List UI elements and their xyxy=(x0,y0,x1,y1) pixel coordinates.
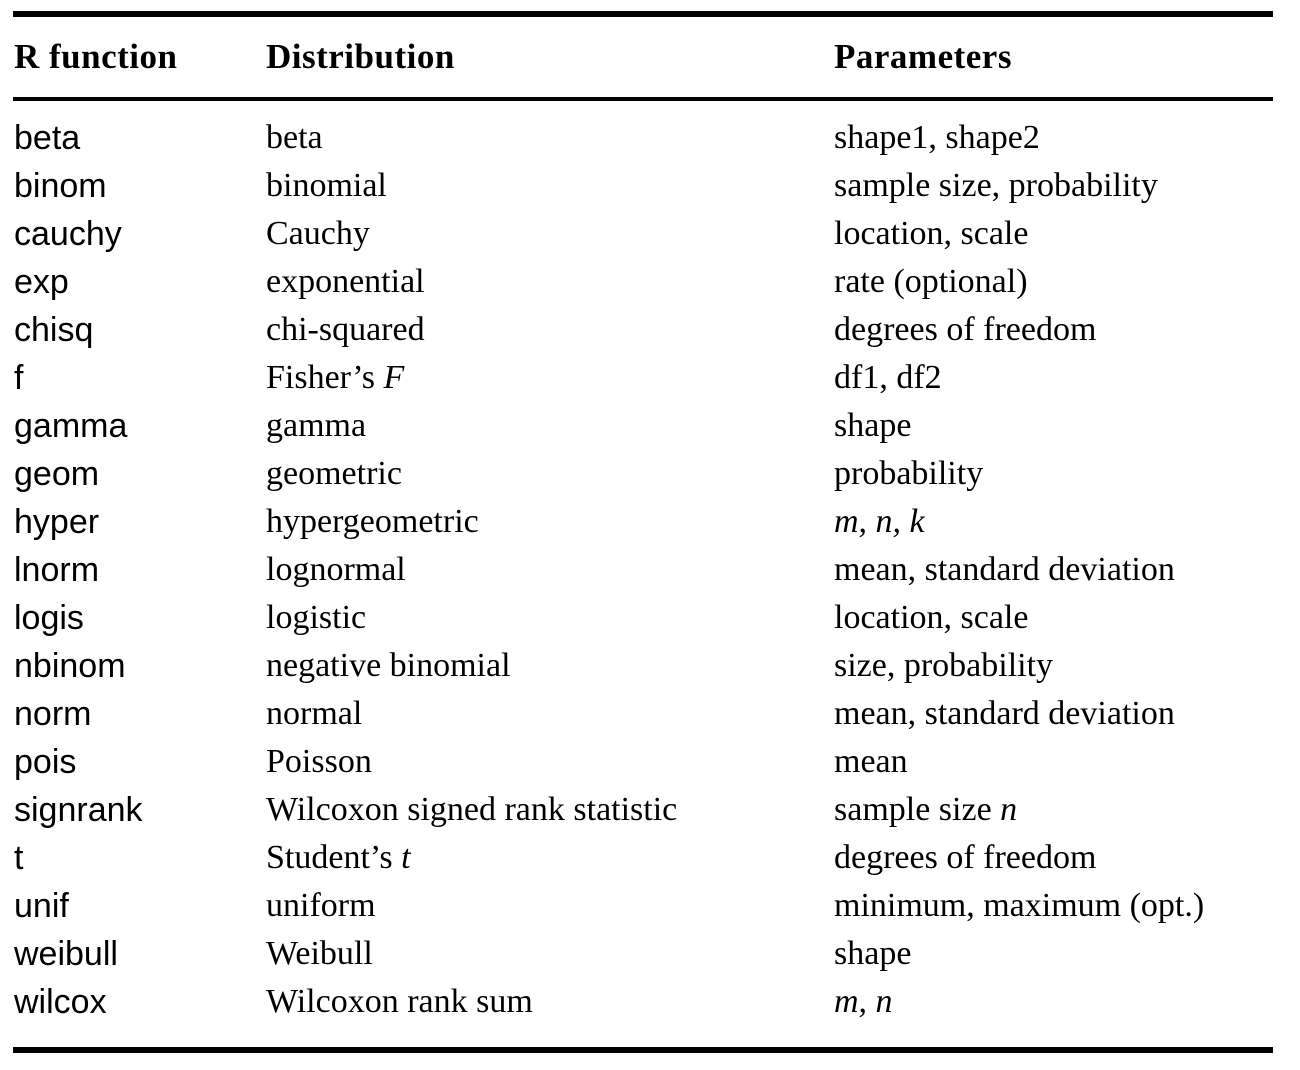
parameters-cell: shape1, shape2 xyxy=(834,119,1040,156)
table-row: lnorm lognormal mean, standard deviation xyxy=(13,546,1273,594)
parameters-cell: rate (optional) xyxy=(834,263,1028,300)
table-row: binom binomial sample size, probability xyxy=(13,162,1273,210)
table-row: beta beta shape1, shape2 xyxy=(13,114,1273,162)
parameters-cell: location, scale xyxy=(834,599,1029,636)
parameters-cell: df1, df2 xyxy=(834,359,942,396)
distribution-cell: negative binomial xyxy=(266,647,511,684)
r-function-cell: cauchy xyxy=(14,215,122,253)
table-row: wilcox Wilcoxon rank sum m, n xyxy=(13,978,1273,1026)
distribution-cell: Cauchy xyxy=(266,215,370,252)
r-function-cell: beta xyxy=(14,119,81,157)
distribution-cell: Wilcoxon rank sum xyxy=(266,983,533,1020)
parameters-cell: m, n, k xyxy=(834,503,925,540)
r-function-cell: logis xyxy=(14,599,84,637)
r-function-cell: lnorm xyxy=(14,551,100,589)
table-row: nbinom negative binomial size, probability xyxy=(13,642,1273,690)
table-rule-bottom xyxy=(13,1047,1273,1053)
parameters-cell: sample size n xyxy=(834,791,1018,828)
parameters-cell: mean xyxy=(834,743,908,780)
parameters-cell: minimum, maximum (opt.) xyxy=(834,887,1205,924)
table-row: hyper hypergeometric m, n, k xyxy=(13,498,1273,546)
distribution-cell: gamma xyxy=(266,407,367,444)
r-function-cell: weibull xyxy=(14,935,118,973)
table-row: f Fisher’s F df1, df2 xyxy=(13,354,1273,402)
r-function-cell: norm xyxy=(14,695,92,733)
distribution-cell: hypergeometric xyxy=(266,503,479,540)
parameters-cell: degrees of freedom xyxy=(834,311,1097,348)
table-row: logis logistic location, scale xyxy=(13,594,1273,642)
table-row: unif uniform minimum, maximum (opt.) xyxy=(13,882,1273,930)
r-function-cell: binom xyxy=(14,167,107,205)
distribution-cell: geometric xyxy=(266,455,402,492)
parameters-cell: mean, standard deviation xyxy=(834,551,1175,588)
r-function-cell: pois xyxy=(14,743,77,781)
table-row: signrank Wilcoxon signed rank statistic sa… xyxy=(13,786,1273,834)
table-row: exp exponential rate (optional) xyxy=(13,258,1273,306)
distribution-cell: normal xyxy=(266,695,363,732)
distribution-cell: lognormal xyxy=(266,551,406,588)
table-row: chisq chi-squared degrees of freedom xyxy=(13,306,1273,354)
parameters-cell: probability xyxy=(834,455,984,492)
table-row: norm normal mean, standard deviation xyxy=(13,690,1273,738)
table-rule-top xyxy=(13,11,1273,17)
column-header-r-function: R function xyxy=(14,37,178,76)
distribution-cell: logistic xyxy=(266,599,367,636)
r-function-cell: hyper xyxy=(14,503,100,541)
r-function-cell: f xyxy=(14,359,24,397)
table-body: beta beta shape1, shape2 binom binomial sampl… xyxy=(13,101,1273,1047)
parameters-cell: m, n xyxy=(834,983,893,1020)
parameters-cell: location, scale xyxy=(834,215,1029,252)
distribution-cell: uniform xyxy=(266,887,376,924)
distribution-table: R function Distribution Parameters beta b… xyxy=(13,11,1273,1053)
r-function-cell: geom xyxy=(14,455,100,493)
distribution-cell: exponential xyxy=(266,263,425,300)
distribution-cell: binomial xyxy=(266,167,387,204)
column-header-parameters: Parameters xyxy=(834,37,1012,76)
table-row: t Student’s t degrees of freedom xyxy=(13,834,1273,882)
column-header-distribution: Distribution xyxy=(266,37,455,76)
table-row: cauchy Cauchy location, scale xyxy=(13,210,1273,258)
distribution-cell: Student’s t xyxy=(266,839,411,876)
r-function-cell: unif xyxy=(14,887,69,925)
r-function-cell: gamma xyxy=(14,407,128,445)
r-function-cell: exp xyxy=(14,263,69,301)
table-row: pois Poisson mean xyxy=(13,738,1273,786)
distribution-cell: beta xyxy=(266,119,323,156)
parameters-cell: sample size, probability xyxy=(834,167,1158,204)
r-function-cell: t xyxy=(14,839,24,877)
r-function-cell: nbinom xyxy=(14,647,126,685)
parameters-cell: degrees of freedom xyxy=(834,839,1097,876)
table-header-row: R function Distribution Parameters xyxy=(13,17,1273,97)
distribution-cell: Wilcoxon signed rank statistic xyxy=(266,791,678,828)
table-rule-header xyxy=(13,97,1273,101)
r-function-cell: chisq xyxy=(14,311,94,349)
r-function-cell: signrank xyxy=(14,791,143,829)
distribution-cell: Fisher’s F xyxy=(266,359,405,396)
parameters-cell: shape xyxy=(834,935,912,972)
parameters-cell: size, probability xyxy=(834,647,1054,684)
parameters-cell: mean, standard deviation xyxy=(834,695,1175,732)
table-row: geom geometric probability xyxy=(13,450,1273,498)
r-function-cell: wilcox xyxy=(14,983,107,1021)
distribution-cell: chi-squared xyxy=(266,311,425,348)
distribution-cell: Weibull xyxy=(266,935,373,972)
parameters-cell: shape xyxy=(834,407,912,444)
distribution-cell: Poisson xyxy=(266,743,372,780)
table-row: weibull Weibull shape xyxy=(13,930,1273,978)
table-row: gamma gamma shape xyxy=(13,402,1273,450)
